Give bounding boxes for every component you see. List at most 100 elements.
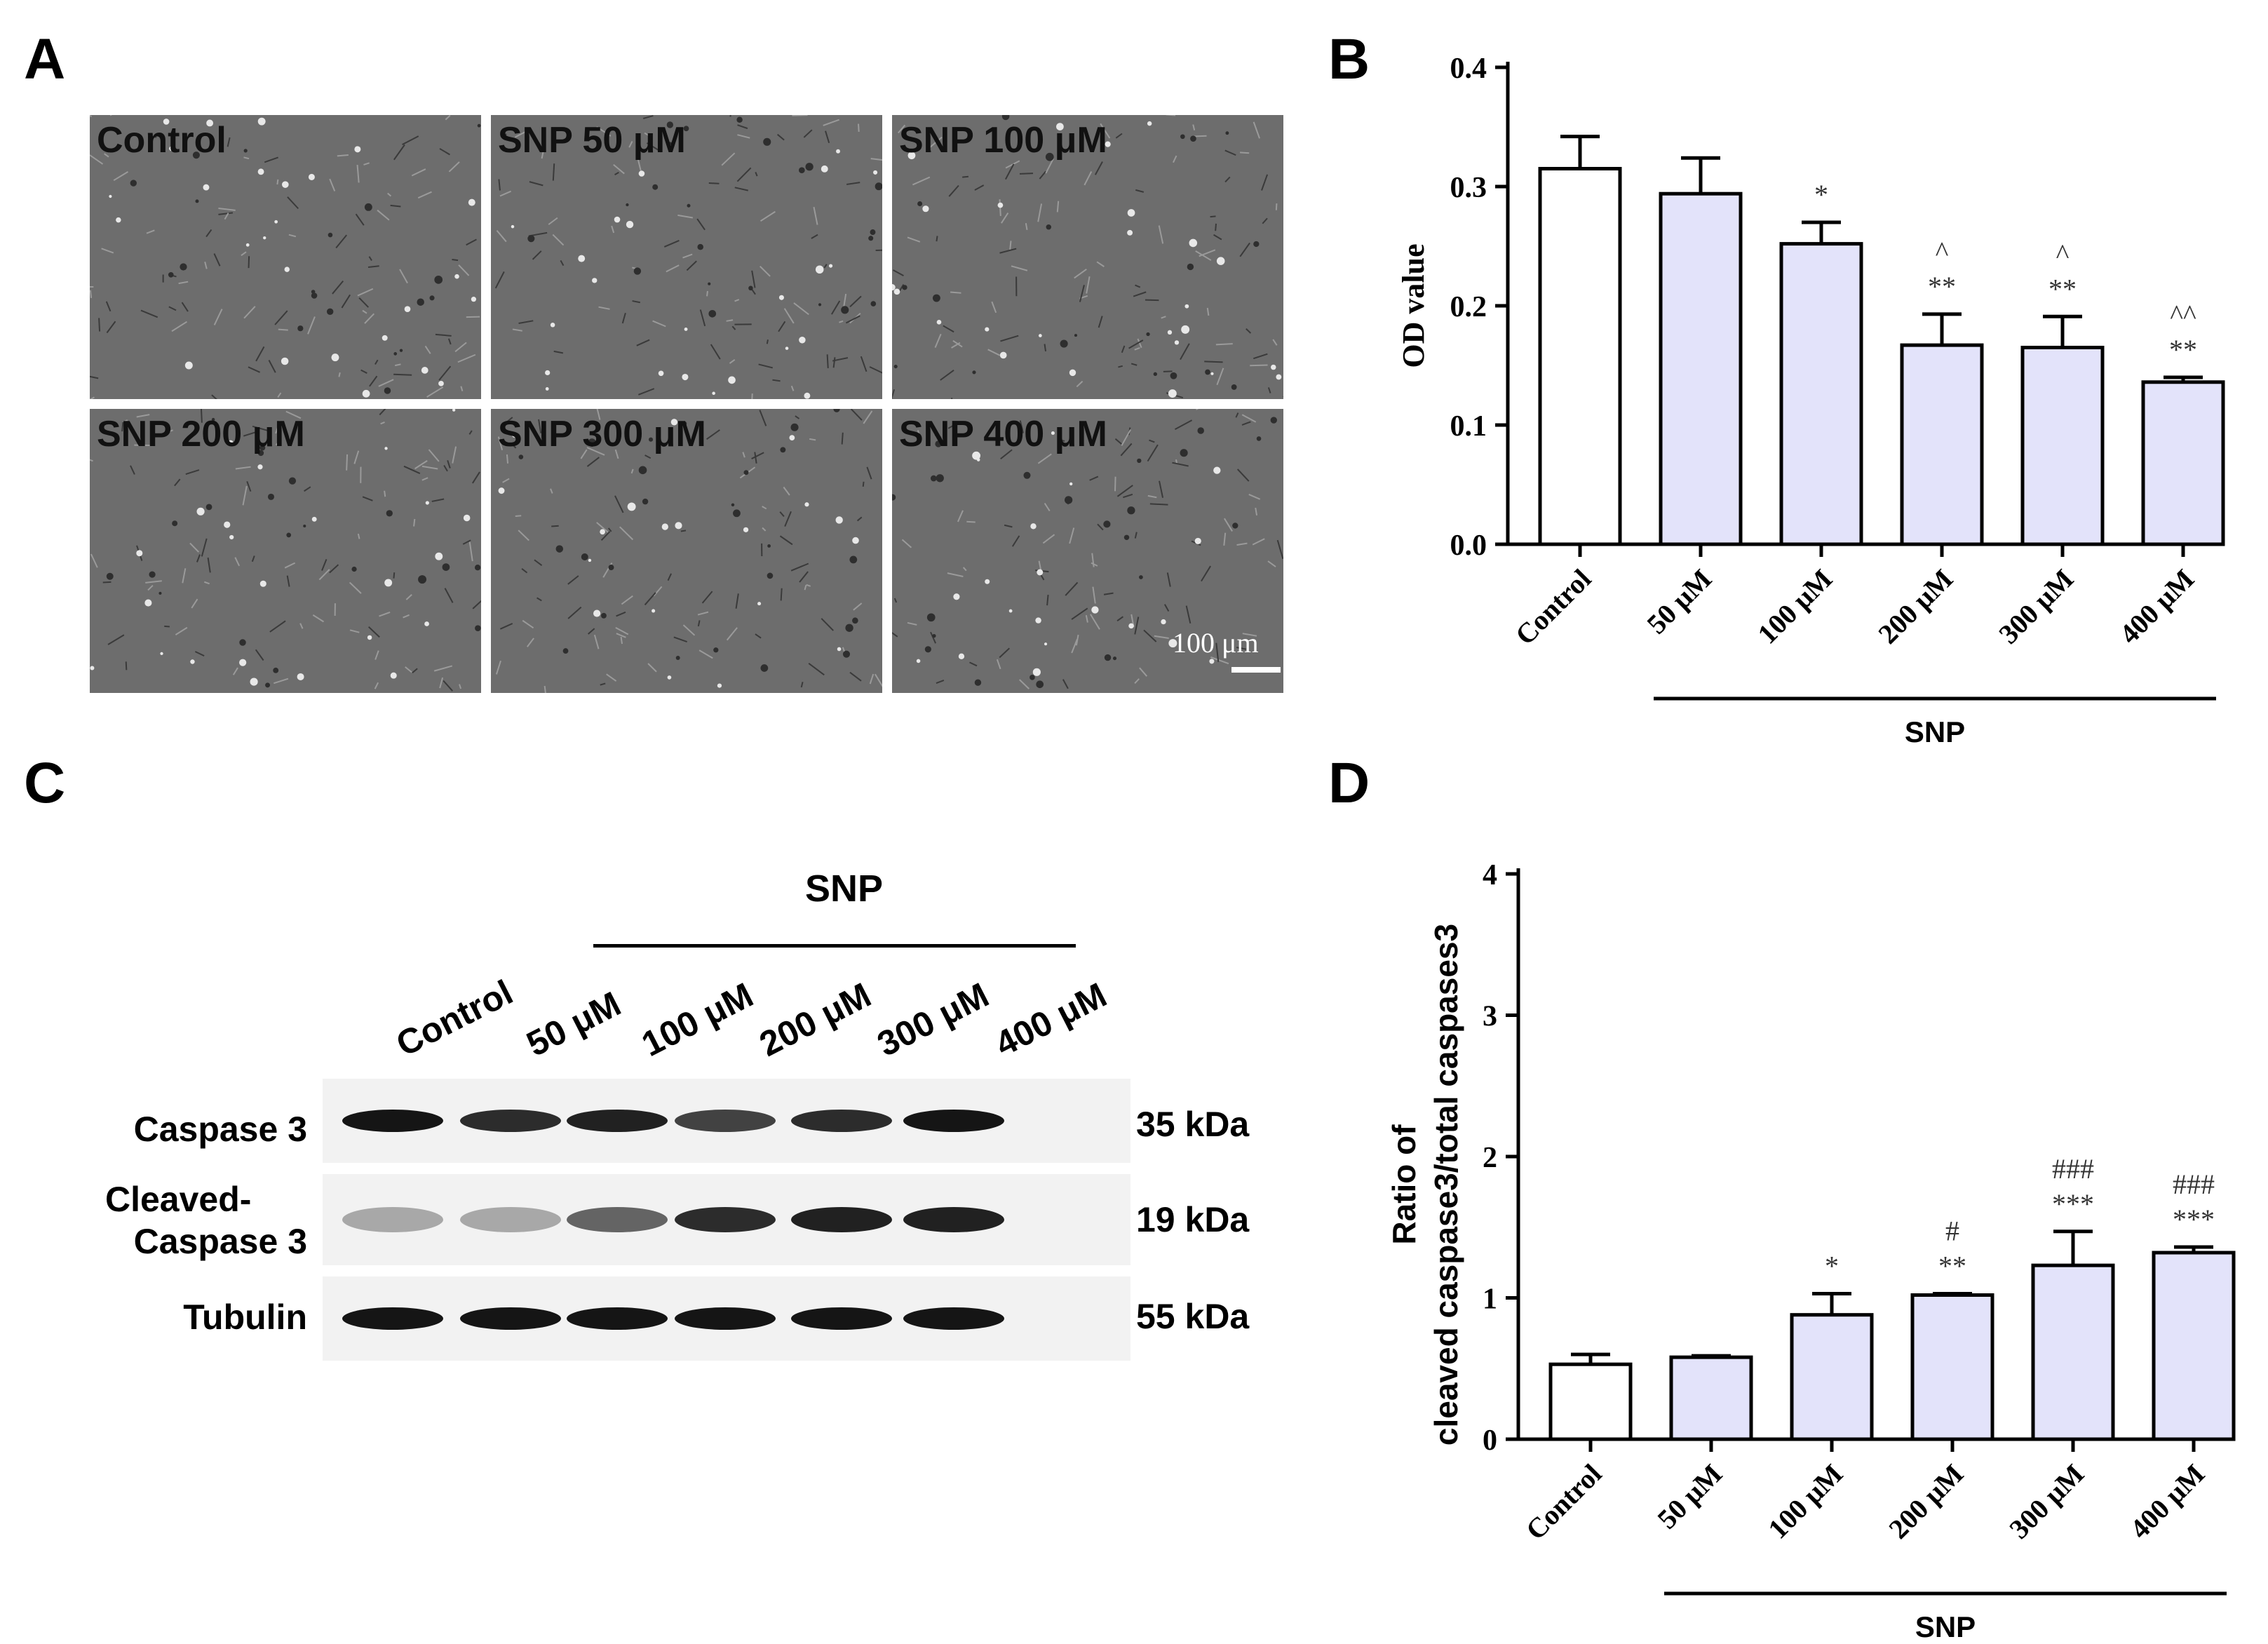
lane-label: 100 μM (635, 975, 760, 1065)
micrograph-label: SNP 50 μM (498, 120, 686, 161)
significance-annotation: ^ (1936, 236, 1949, 267)
blot-band (675, 1207, 776, 1232)
blot-band (791, 1307, 892, 1330)
group-label: SNP (1915, 1610, 1976, 1643)
blot-band (460, 1307, 561, 1330)
bar (1900, 343, 1984, 546)
blot-band (460, 1110, 561, 1132)
blot-row-label-line: Cleaved- (105, 1180, 252, 1219)
y-tick-label: 0 (1483, 1424, 1497, 1457)
significance-annotation: *** (2052, 1188, 2094, 1220)
x-tick-label: 400 μM (2124, 1458, 2210, 1545)
bar (2152, 1251, 2236, 1441)
blot-band (567, 1110, 668, 1132)
micrograph-label: Control (97, 120, 227, 161)
significance-annotation: ^^ (2170, 299, 2196, 330)
bar (1538, 167, 1622, 546)
blot-band (342, 1307, 443, 1330)
bar (2141, 380, 2225, 546)
x-tick-label: 200 μM (1872, 563, 1959, 650)
x-tick-label: 100 μM (1751, 563, 1838, 650)
blot-band (903, 1207, 1004, 1232)
y-tick-label: 4 (1483, 859, 1497, 891)
blot-band (675, 1307, 776, 1330)
micrograph-label: SNP 300 μM (498, 414, 706, 454)
bar (2020, 346, 2105, 546)
blot-band (791, 1207, 892, 1232)
blot-band (791, 1110, 892, 1132)
scale-bar-label: 100 μm (1173, 627, 1259, 659)
blot-band (903, 1110, 1004, 1132)
blot-band (675, 1110, 776, 1132)
blot-strip-tubulin (323, 1276, 1130, 1361)
micrograph-texture (90, 409, 481, 692)
blot-row-label-tubulin: Tubulin (42, 1296, 307, 1338)
blot-band (342, 1207, 443, 1232)
significance-annotation: # (1945, 1215, 1959, 1246)
blot-group-line (593, 944, 1076, 948)
bar (1779, 242, 1863, 546)
blot-strip-cleaved (323, 1174, 1130, 1265)
y-axis-label-line: cleaved caspase3/total caspases3 (1428, 924, 1464, 1446)
bar (1548, 1362, 1633, 1441)
y-tick-label: 2 (1483, 1142, 1497, 1174)
blot-row-label-line: Caspase 3 (133, 1110, 307, 1149)
bar (1659, 191, 1743, 546)
scale-bar (1231, 667, 1281, 673)
lane-label: 50 μM (520, 983, 627, 1065)
micrograph-snp-50: SNP 50 μM (491, 115, 882, 399)
blot-bands (342, 1110, 1004, 1132)
od-value-chart: 0.0 0.1 0.2 0.3 0.4 Control 50 μM 100 μM * 200 μM… (1396, 53, 2225, 748)
micrograph-label: SNP 100 μM (899, 120, 1107, 161)
caspase-ratio-chart: 0 1 2 3 4 Control 50 μM 100 μM * 200 μM ** #300 μM *… (1386, 859, 2236, 1643)
lane-label: 400 μM (989, 975, 1113, 1065)
x-tick-label: 100 μM (1762, 1458, 1849, 1545)
x-tick-label: 400 μM (2113, 563, 2200, 650)
kda-label: 55 kDa (1136, 1297, 1250, 1336)
bar (1790, 1313, 1874, 1441)
micrograph-texture (494, 115, 882, 399)
panel-letter-d: D (1328, 751, 1370, 815)
micrograph-texture (495, 409, 882, 693)
micrograph-texture (892, 115, 1283, 399)
micrograph-control: Control (90, 115, 481, 399)
y-tick-label: 0.4 (1450, 53, 1487, 85)
kda-label: 19 kDa (1136, 1200, 1250, 1239)
y-tick-label: 3 (1483, 1001, 1497, 1033)
bar (1669, 1355, 1753, 1441)
y-axis-label: OD value (1396, 243, 1431, 368)
lane-label: 300 μM (871, 975, 995, 1065)
significance-annotation: ** (2048, 273, 2077, 304)
x-tick-label: 200 μM (1882, 1458, 1969, 1545)
panel-letter-a: A (24, 27, 66, 91)
micrograph-snp-100: SNP 100 μM (892, 115, 1283, 399)
group-label: SNP (1905, 715, 1965, 748)
blot-row-label-line: Caspase 3 (133, 1222, 307, 1261)
x-tick-label: 50 μM (1640, 563, 1717, 640)
micrograph-texture (892, 409, 1283, 689)
x-tick-label: 300 μM (2003, 1458, 2090, 1545)
micrograph-label: SNP 200 μM (97, 414, 305, 454)
significance-annotation: ** (1938, 1250, 1966, 1281)
micrograph-snp-200: SNP 200 μM (90, 409, 481, 693)
blot-band (460, 1207, 561, 1232)
blot-strip-caspase3 (323, 1079, 1130, 1163)
blot-bands (342, 1307, 1004, 1330)
bar (1910, 1293, 1994, 1441)
x-tick-label: Control (1509, 563, 1598, 652)
y-tick-label: 0.0 (1450, 530, 1487, 562)
panel-letter-c: C (24, 751, 66, 815)
blot-row-label-cleaved: Cleaved- Caspase 3 (42, 1178, 307, 1262)
micrograph-snp-400: SNP 400 μM 100 μm (892, 409, 1283, 693)
significance-annotation: ** (2169, 334, 2197, 365)
x-tick-label: 50 μM (1651, 1458, 1728, 1535)
y-tick-label: 0.1 (1450, 410, 1487, 443)
significance-annotation: * (1814, 179, 1828, 210)
lane-label: 200 μM (753, 975, 877, 1065)
blot-row-label-line: Tubulin (183, 1298, 307, 1337)
y-tick-label: 0.2 (1450, 291, 1487, 323)
bar (2031, 1263, 2115, 1441)
y-axis-label-line: Ratio of (1386, 1124, 1422, 1245)
micrograph-snp-300: SNP 300 μM (491, 409, 882, 693)
significance-annotation: *** (2173, 1204, 2215, 1235)
